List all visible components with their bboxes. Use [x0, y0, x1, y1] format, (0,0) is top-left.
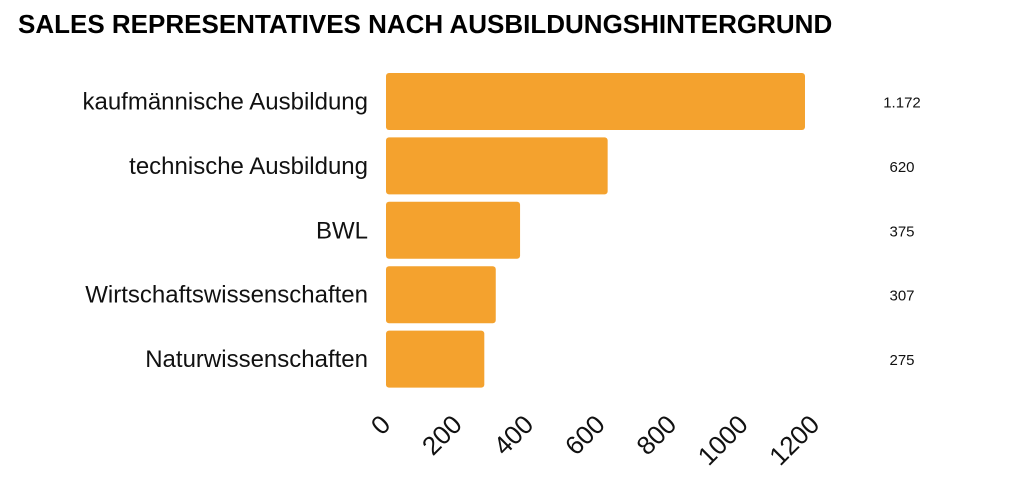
value-label: 1.172: [883, 95, 921, 112]
value-label: 620: [889, 159, 914, 176]
x-tick-label: 0: [365, 409, 396, 440]
bar: [386, 201, 521, 259]
category-label: Naturwissenschaften: [145, 346, 368, 373]
x-tick-label: 800: [630, 409, 682, 461]
x-tick-label: 1000: [692, 409, 754, 471]
bar: [386, 266, 496, 324]
value-label: 307: [889, 288, 914, 305]
bar: [386, 137, 608, 195]
chart-title: SALES REPRESENTATIVES NACH AUSBILDUNGSHI…: [18, 9, 833, 39]
category-label: technische Ausbildung: [129, 153, 368, 180]
x-tick-label: 400: [487, 409, 539, 461]
x-tick-label: 1200: [763, 409, 825, 471]
value-label: 275: [889, 352, 914, 369]
category-label: Wirtschaftswissenschaften: [85, 282, 368, 309]
value-label: 375: [889, 223, 914, 240]
category-label: kaufmännische Ausbildung: [82, 89, 368, 116]
category-label: BWL: [316, 217, 368, 244]
x-tick-label: 200: [416, 409, 468, 461]
bar: [386, 330, 485, 388]
x-tick-label: 600: [559, 409, 611, 461]
bar: [386, 73, 805, 130]
